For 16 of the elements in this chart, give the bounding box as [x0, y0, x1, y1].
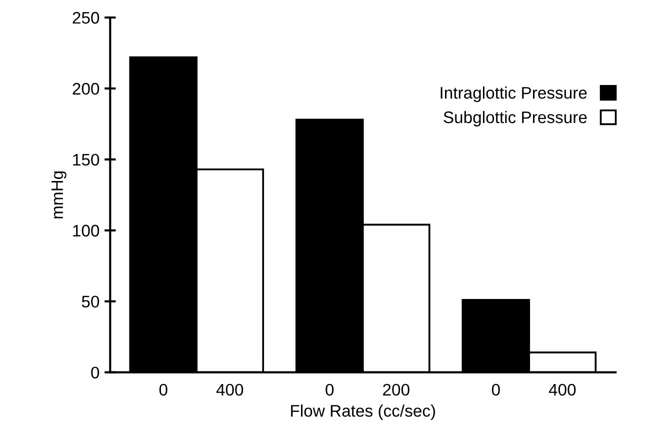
x-tick-label: 200	[383, 384, 410, 396]
x-tick-label: 0	[326, 384, 334, 396]
y-tick-label: 200	[72, 82, 100, 95]
y-tick-label: 50	[82, 296, 100, 308]
y-tick-label: 100	[73, 224, 100, 237]
x-tick-label: 0	[492, 384, 500, 396]
y-tick-label: 150	[73, 154, 100, 166]
y-axis-title: mmHg	[51, 171, 66, 218]
x-tick-label: 400	[548, 384, 576, 396]
legend-label: Intraglottic Pressure	[440, 86, 587, 102]
legend-label: Subglottic Pressure	[444, 110, 587, 127]
x-axis-title: Flow Rates (cc/sec)	[291, 404, 436, 420]
x-tick-label: 0	[159, 384, 168, 396]
y-tick-label: 0	[91, 366, 100, 379]
y-tick-label: 250	[72, 12, 100, 24]
x-tick-label: 400	[216, 384, 244, 396]
